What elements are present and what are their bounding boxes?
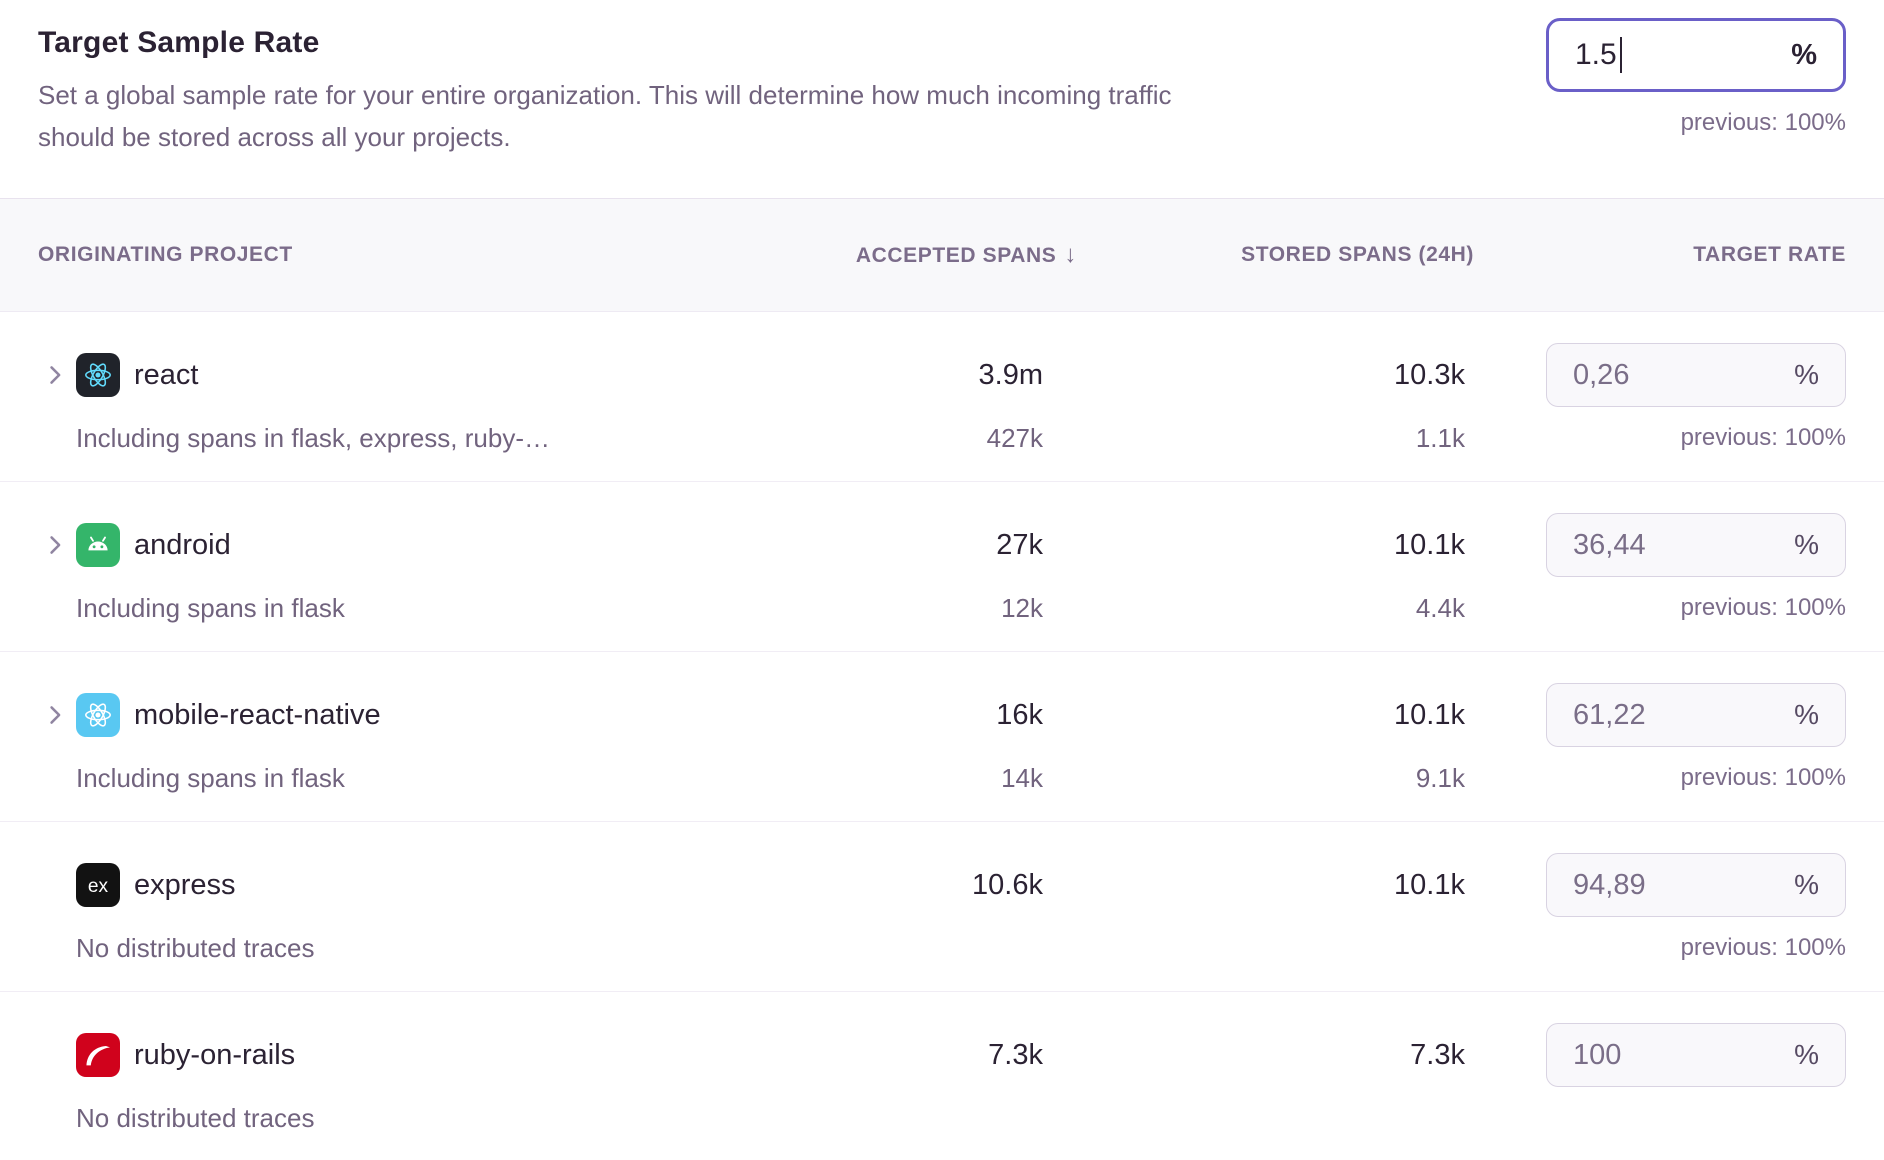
column-accepted-spans[interactable]: ACCEPTED SPANS ↓	[757, 241, 1077, 269]
accepted-spans-value: 3.9m	[978, 358, 1043, 391]
chevron-right-icon[interactable]	[38, 364, 76, 386]
project-row: android 27k 10.1k 36,44 % Including span…	[0, 482, 1884, 652]
target-rate-input[interactable]: 36,44 %	[1546, 513, 1846, 577]
target-rate-value: 94,89	[1573, 868, 1646, 901]
previous-rate-label: previous: 100%	[1680, 934, 1846, 961]
rails-icon	[76, 1033, 120, 1077]
project-name: mobile-react-native	[134, 698, 381, 731]
previous-rate-label: previous: 100%	[1680, 109, 1846, 136]
project-row: ruby-on-rails 7.3k 7.3k 100 % No distrib…	[0, 992, 1884, 1160]
sub-stored-spans-value: 9.1k	[1415, 762, 1465, 793]
percent-suffix: %	[1794, 699, 1819, 730]
stored-spans-value: 10.1k	[1394, 698, 1465, 731]
project-name: android	[134, 528, 231, 561]
org-sample-rate-value: 1.5	[1575, 38, 1617, 71]
stored-spans-value: 10.1k	[1394, 868, 1465, 901]
react-icon	[76, 353, 120, 397]
percent-suffix: %	[1791, 38, 1817, 71]
accepted-spans-value: 16k	[996, 698, 1043, 731]
express-icon: ex	[76, 863, 120, 907]
stored-spans-value: 7.3k	[1410, 1038, 1465, 1071]
project-row: react 3.9m 10.3k 0,26 % Including spans …	[0, 312, 1884, 482]
project-name: express	[134, 868, 236, 901]
svg-text:ex: ex	[88, 876, 109, 897]
accepted-spans-value: 27k	[996, 528, 1043, 561]
table-header: ORIGINATING PROJECT ACCEPTED SPANS ↓ STOR…	[0, 198, 1884, 312]
target-rate-value: 36,44	[1573, 528, 1646, 561]
stored-spans-value: 10.3k	[1394, 358, 1465, 391]
target-rate-value: 61,22	[1573, 698, 1646, 731]
project-name: react	[134, 358, 199, 391]
target-sample-rate-section: Target Sample Rate Set a global sample r…	[0, 0, 1884, 198]
column-originating-project: ORIGINATING PROJECT	[38, 243, 293, 266]
distributed-traces-label: No distributed traces	[76, 1102, 315, 1133]
distributed-traces-label: Including spans in flask	[76, 762, 345, 793]
target-rate-input[interactable]: 61,22 %	[1546, 683, 1846, 747]
target-rate-value: 0,26	[1573, 358, 1630, 391]
previous-rate-label: previous: 100%	[1680, 424, 1846, 451]
chevron-right-icon[interactable]	[38, 704, 76, 726]
react-native-icon	[76, 693, 120, 737]
section-description: Set a global sample rate for your entire…	[38, 80, 1172, 152]
sort-descending-icon: ↓	[1064, 241, 1077, 268]
column-accepted-spans-label: ACCEPTED SPANS	[855, 244, 1057, 267]
accepted-spans-value: 10.6k	[972, 868, 1043, 901]
text-cursor	[1619, 37, 1622, 73]
sub-stored-spans-value: 4.4k	[1415, 592, 1465, 623]
percent-suffix: %	[1794, 359, 1819, 390]
target-rate-input[interactable]: 94,89 %	[1546, 853, 1846, 917]
target-rate-input[interactable]: 0,26 %	[1546, 343, 1846, 407]
column-target-rate: TARGET RATE	[1693, 243, 1846, 266]
page-title: Target Sample Rate	[38, 26, 320, 59]
target-rate-input[interactable]: 100 %	[1546, 1023, 1846, 1087]
sub-accepted-spans-value: 12k	[1001, 592, 1043, 623]
target-rate-value: 100	[1573, 1038, 1622, 1071]
project-name: ruby-on-rails	[134, 1038, 296, 1071]
previous-rate-label: previous: 100%	[1680, 594, 1846, 621]
percent-suffix: %	[1794, 869, 1819, 900]
project-rows: react 3.9m 10.3k 0,26 % Including spans …	[0, 312, 1884, 1160]
accepted-spans-value: 7.3k	[988, 1038, 1043, 1071]
percent-suffix: %	[1794, 1039, 1819, 1070]
distributed-traces-label: No distributed traces	[76, 932, 315, 963]
distributed-traces-label: Including spans in flask, express, ruby-…	[76, 422, 550, 453]
project-row: mobile-react-native 16k 10.1k 61,22 % In…	[0, 652, 1884, 822]
sub-accepted-spans-value: 427k	[986, 422, 1043, 453]
sub-accepted-spans-value: 14k	[1001, 762, 1043, 793]
previous-rate-label: previous: 100%	[1680, 764, 1846, 791]
stored-spans-value: 10.1k	[1394, 528, 1465, 561]
column-stored-spans: STORED SPANS (24H)	[1241, 243, 1474, 266]
percent-suffix: %	[1794, 529, 1819, 560]
distributed-traces-label: Including spans in flask	[76, 592, 345, 623]
sub-stored-spans-value: 1.1k	[1415, 422, 1465, 453]
org-sample-rate-input[interactable]: 1.5 %	[1546, 18, 1846, 92]
android-icon	[76, 523, 120, 567]
project-row: ex express 10.6k 10.1k 94,89 % No distri…	[0, 822, 1884, 992]
org-sample-rate-control: 1.5 % previous: 100%	[1546, 18, 1846, 137]
chevron-right-icon[interactable]	[38, 534, 76, 556]
